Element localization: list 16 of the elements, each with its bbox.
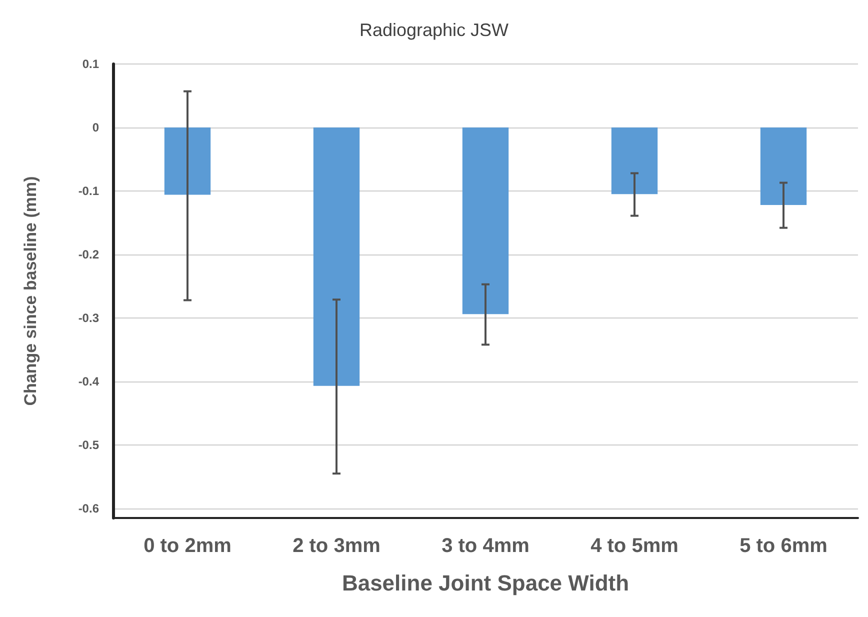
y-tick-label: 0 <box>92 120 100 134</box>
x-tick-label: 0 to 2mm <box>144 535 232 557</box>
y-tick-label: -0.3 <box>78 310 100 325</box>
x-tick-label: 5 to 6mm <box>740 535 828 557</box>
x-axis-title: Baseline Joint Space Width <box>342 570 630 596</box>
y-tick-label: 0.1 <box>82 57 100 71</box>
y-tick-label: -0.1 <box>78 184 100 198</box>
x-tick-label: 3 to 4mm <box>442 535 530 557</box>
x-tick-label: 2 to 3mm <box>292 535 380 557</box>
y-tick-label: -0.5 <box>78 438 100 452</box>
y-tick-label: -0.6 <box>78 501 100 516</box>
y-tick-label: -0.2 <box>78 247 100 262</box>
chart-title: Radiographic JSW <box>359 20 509 40</box>
x-tick-label: 4 to 5mm <box>590 535 678 557</box>
y-axis-title: Change since baseline (mm) <box>21 176 40 406</box>
y-tick-label: -0.4 <box>78 374 100 388</box>
